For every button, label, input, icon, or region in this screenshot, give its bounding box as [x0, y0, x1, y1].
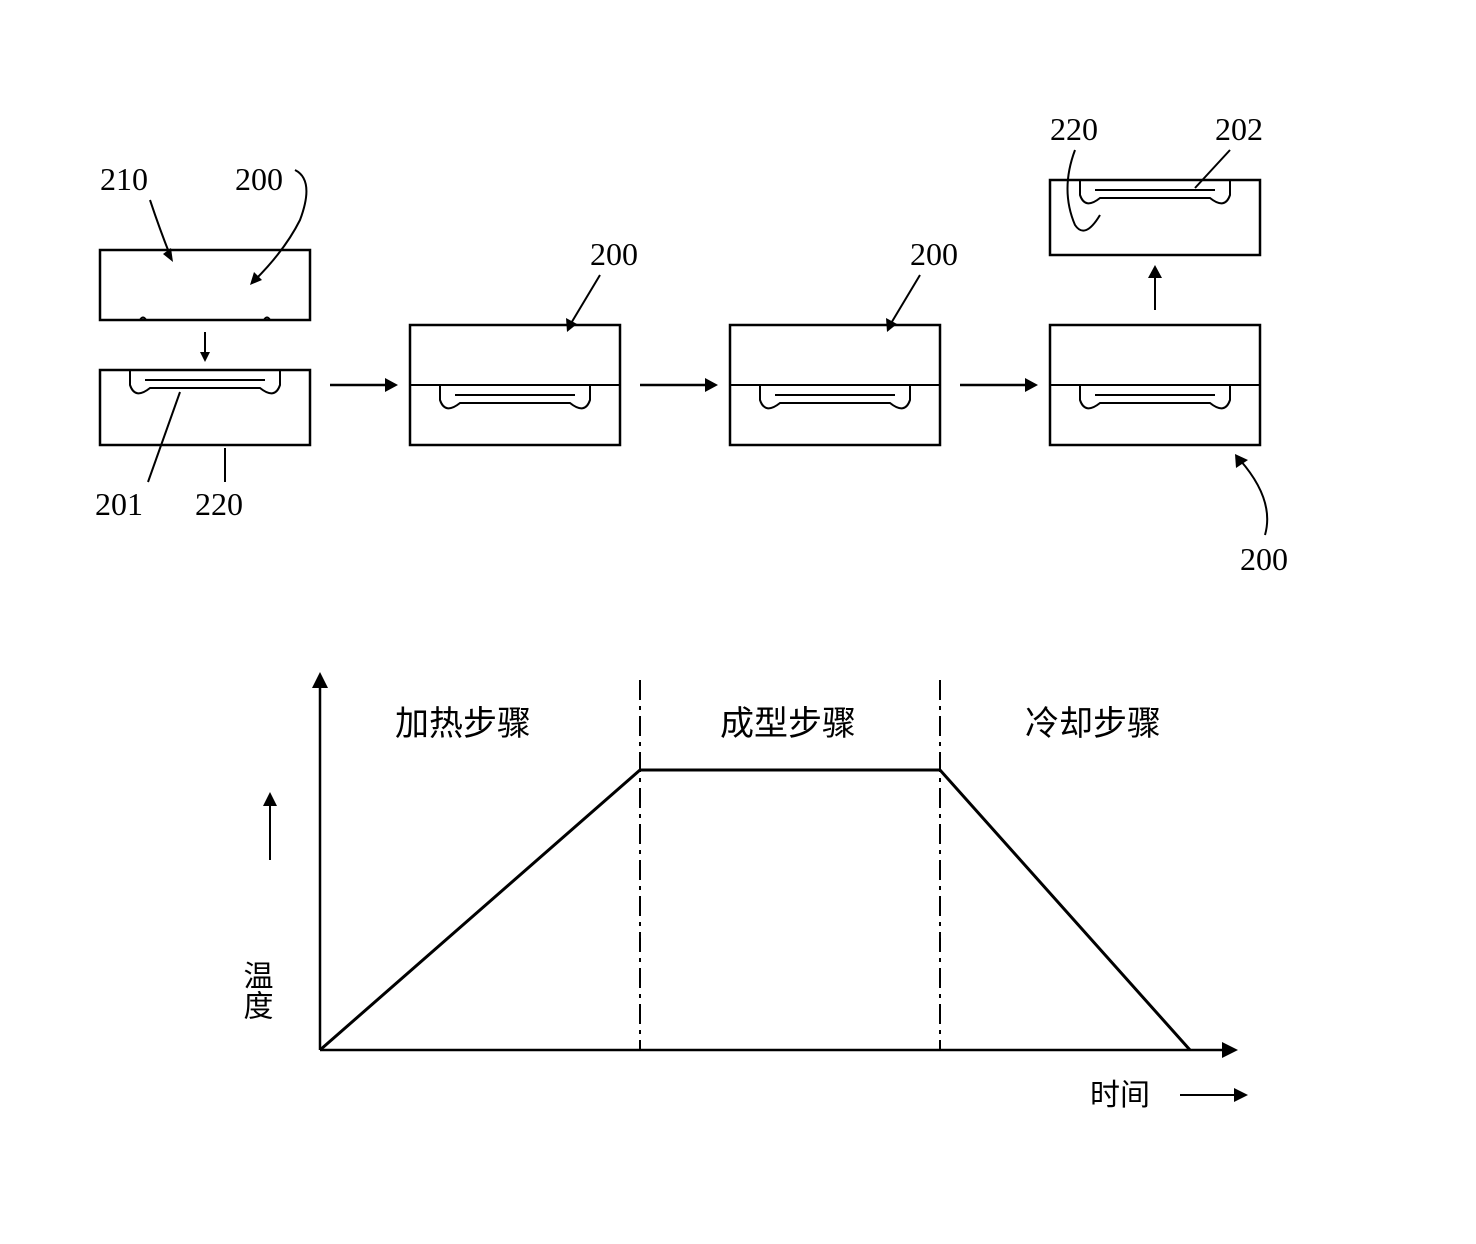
arrow-3-4-head [1025, 378, 1038, 392]
label-202: 202 [1215, 111, 1263, 147]
x-axis-arrow [1222, 1042, 1238, 1058]
arrow-1-2-head [385, 378, 398, 392]
phase-cooling: 冷却步骤 [1025, 705, 1161, 743]
axis-time: 时间 [1090, 1079, 1150, 1112]
label-200-3: 200 [910, 236, 958, 272]
step4-group [1050, 325, 1260, 445]
label-220: 220 [195, 486, 243, 522]
leader-201 [148, 392, 180, 482]
label-201: 201 [95, 486, 143, 522]
step1-lower-mold [100, 370, 310, 445]
chart-group: 加热步骤 成型步骤 冷却步骤 温度 时间 [239, 672, 1249, 1112]
step1-cavity [130, 370, 280, 393]
ejected-mold [1050, 180, 1260, 255]
leader-200-2 [570, 275, 600, 325]
label-220-ej: 220 [1050, 111, 1098, 147]
step3-group [730, 325, 940, 445]
main-diagram: 210 200 201 220 [40, 40, 1436, 1204]
leader-200-3 [890, 275, 920, 325]
step4-up-arrow-head [1148, 265, 1162, 278]
step1-upper-mold [100, 250, 310, 320]
axis-temperature: 温度 [239, 960, 273, 1020]
step1-down-arrow-head [200, 352, 210, 362]
arrow-2-3-head [705, 378, 718, 392]
y-axis-arrow [312, 672, 328, 688]
ejected-part-group [1050, 180, 1260, 255]
label-200-2: 200 [590, 236, 638, 272]
phase-forming: 成型步骤 [720, 705, 856, 743]
label-200-1: 200 [235, 161, 283, 197]
time-arrow-head [1234, 1088, 1248, 1102]
step2-cavity [440, 385, 590, 408]
temp-profile-line [320, 770, 1190, 1050]
diagram-container: 210 200 201 220 [40, 40, 1436, 1204]
leader-200-3-arrow [886, 318, 897, 332]
phase-heating: 加热步骤 [395, 705, 531, 743]
step1-labels: 210 200 201 220 [95, 161, 306, 522]
label-210: 210 [100, 161, 148, 197]
step4-cavity [1080, 385, 1230, 408]
ejected-cavity [1080, 180, 1230, 203]
step1-group [100, 250, 310, 445]
temp-arrow-head [263, 792, 277, 806]
leader-200-2-arrow [566, 318, 577, 332]
label-200-4: 200 [1240, 541, 1288, 577]
step2-group [410, 325, 620, 445]
step3-cavity [760, 385, 910, 408]
leader-202 [1195, 150, 1230, 188]
leader-200-4 [1240, 460, 1267, 535]
leader-210 [150, 200, 170, 255]
